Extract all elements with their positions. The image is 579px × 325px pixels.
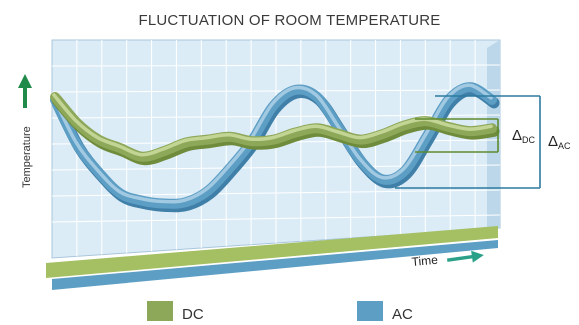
grid-line-horizontal [51, 89, 501, 93]
delta-dc-label: ΔDC [512, 127, 536, 145]
legend-label-ac: AC [392, 306, 413, 323]
series-ac [50, 82, 500, 213]
chart-title: FLUCTUATION OF ROOM TEMPERATURE [138, 12, 441, 29]
grid-line-horizontal [51, 64, 501, 67]
right-arrow-icon [446, 250, 484, 263]
plot-base-blue [52, 240, 498, 290]
delta-ac-label: ΔAC [548, 133, 571, 151]
legend-swatch-dc [147, 301, 173, 321]
up-arrow-icon [18, 74, 32, 108]
x-axis-label: Time [411, 253, 439, 269]
series-ac-highlight [52, 83, 493, 204]
legend-swatch-ac [357, 301, 383, 321]
delta-annotations: ΔDC ΔAC [395, 95, 571, 189]
y-axis-label: Temperature [21, 126, 33, 188]
plot-base-green [46, 226, 498, 278]
legend-label-dc: DC [182, 306, 204, 323]
grid-line-horizontal [51, 164, 501, 171]
grid-line-horizontal [51, 214, 501, 223]
